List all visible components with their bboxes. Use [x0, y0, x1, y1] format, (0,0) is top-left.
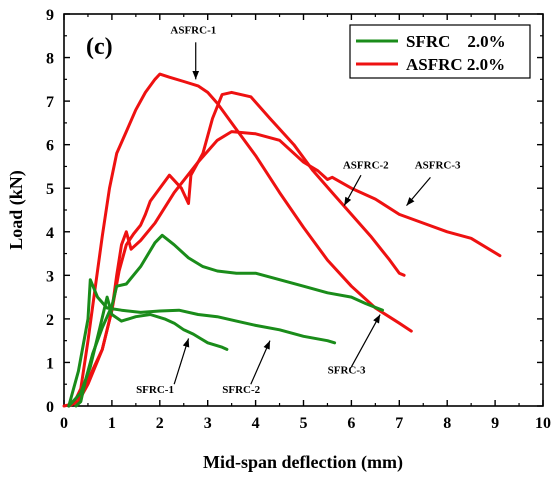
x-tick-label: 1 — [108, 415, 116, 432]
y-tick-label: 9 — [46, 7, 54, 24]
series-line-asfrc-3 — [67, 130, 502, 408]
y-tick-label: 8 — [46, 51, 54, 68]
x-tick-label: 2 — [156, 415, 164, 432]
legend: SFRC 2.0% ASFRC 2.0% — [349, 24, 531, 79]
y-tick-label: 1 — [46, 355, 54, 372]
y-tick-label: 5 — [46, 181, 54, 198]
x-tick-label: 5 — [300, 415, 308, 432]
y-tick-label: 4 — [46, 225, 54, 242]
series-line-sfrc-5 — [67, 278, 337, 408]
x-tick-label: 3 — [204, 415, 212, 432]
x-tick-label: 9 — [491, 415, 499, 432]
legend-label-sfrc: SFRC 2.0% — [406, 32, 506, 51]
annotation-label: SFRC-2 — [222, 384, 260, 396]
annotation-arrow-line — [350, 314, 381, 368]
axis-ticks: 0 1 2 3 4 5 6 7 8 9 10 0 1 2 3 4 5 6 7 8 9 — [46, 7, 551, 432]
annotation-arrow-head — [263, 340, 270, 350]
annotation-arrow-head — [344, 196, 352, 206]
annotation-arrow-head — [373, 314, 381, 324]
y-tick-label: 3 — [46, 268, 54, 285]
legend-box — [349, 24, 531, 79]
annotations-group: ASFRC-1 ASFRC-2 ASFRC-3 SFRC-1 SFRC-2 SFRC-3 — [136, 25, 461, 396]
annotation-label: SFRC-1 — [136, 384, 174, 396]
x-tick-label: 10 — [535, 415, 551, 432]
y-tick-label: 0 — [46, 399, 54, 416]
series-line-sfrc-6 — [67, 295, 229, 408]
x-tick-label: 6 — [347, 415, 355, 432]
x-tick-label: 0 — [60, 415, 68, 432]
y-tick-label: 6 — [46, 138, 54, 155]
panel-label: (c) — [86, 34, 113, 60]
series-line-asfrc-1 — [62, 72, 413, 408]
annotation-label: ASFRC-2 — [343, 160, 389, 172]
annotation-arrow-head — [406, 197, 415, 206]
x-tick-label: 7 — [395, 415, 403, 432]
series-group — [62, 72, 502, 408]
annotation-label: SFRC-3 — [328, 364, 366, 376]
annotation-arrow-head — [182, 338, 190, 348]
annotation-label: ASFRC-1 — [170, 25, 216, 37]
legend-label-asfrc: ASFRC 2.0% — [406, 55, 505, 74]
y-axis-title: Load (kN) — [6, 170, 27, 250]
x-tick-label: 8 — [443, 415, 451, 432]
annotation-label: ASFRC-3 — [415, 160, 461, 172]
x-axis-title: Mid-span deflection (mm) — [203, 452, 403, 473]
annotation-arrow-head — [192, 70, 200, 80]
x-tick-label: 4 — [252, 415, 260, 432]
y-tick-label: 7 — [46, 94, 54, 111]
series-line-asfrc-2 — [67, 90, 406, 408]
y-tick-label: 2 — [46, 312, 54, 329]
